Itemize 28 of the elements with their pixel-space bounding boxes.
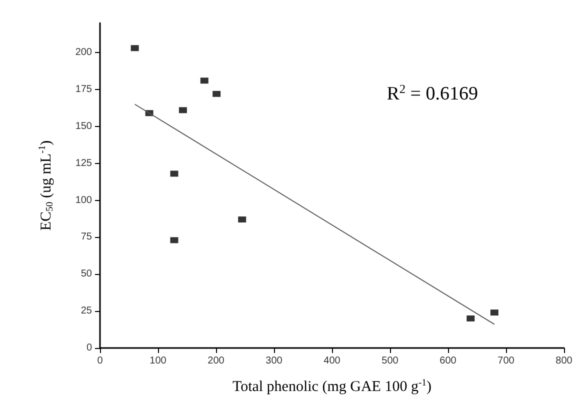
x-tick-label: 100: [150, 356, 167, 366]
x-tick-label: 400: [324, 356, 341, 366]
point: [130, 45, 139, 52]
point: [170, 237, 178, 244]
y-axis-title: EC50 (ug mL-1): [37, 140, 56, 231]
point: [212, 90, 221, 97]
y-tick-label: 75: [80, 232, 92, 243]
x-tick-label: 200: [208, 356, 225, 366]
x-tick-label: 700: [498, 356, 515, 366]
x-tick-label: 0: [97, 356, 104, 366]
y-tick-label: 25: [80, 306, 92, 317]
point: [490, 310, 498, 316]
y-tick-label: 0: [86, 342, 92, 354]
y-tick-label: 125: [75, 158, 92, 169]
x-tick-label: 500: [382, 356, 399, 366]
x-tick-label: 600: [440, 356, 457, 366]
point: [170, 170, 178, 177]
y-tick-label: 50: [80, 268, 92, 280]
x-tick-label: 300: [266, 356, 283, 366]
point: [466, 315, 475, 322]
y-tick-label: 150: [75, 120, 92, 132]
point: [200, 78, 208, 84]
point: [238, 216, 246, 222]
x-tick-label: 800: [556, 356, 573, 366]
y-tick-label: 175: [75, 84, 92, 95]
point: [178, 107, 187, 114]
y-tick-label: 100: [75, 194, 92, 206]
y-tick-label: 200: [75, 47, 92, 58]
